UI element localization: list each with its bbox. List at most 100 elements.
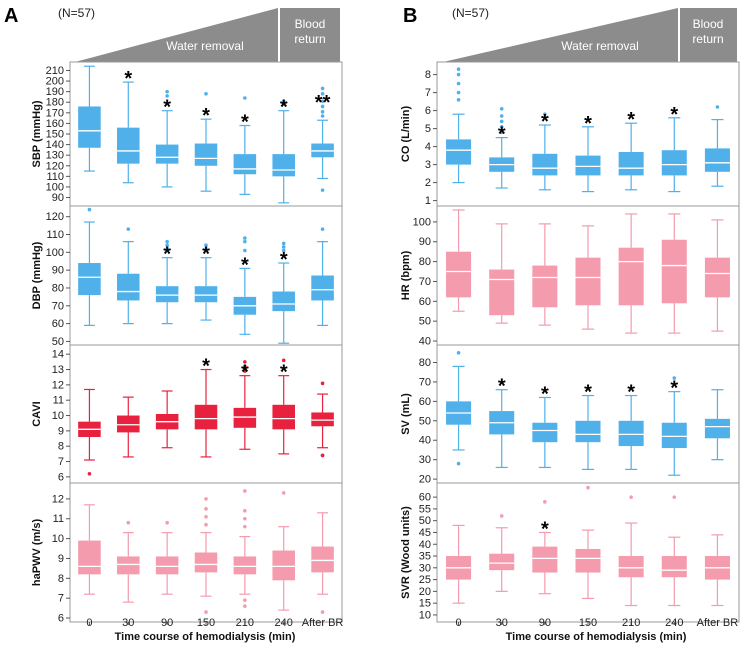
xtick-label: 0 [86, 617, 92, 629]
outlier-point [204, 507, 208, 511]
hr-ytick-label: 80 [419, 256, 431, 268]
significance-asterisk: * [163, 97, 171, 119]
iqr-box [155, 556, 179, 575]
sv-y-axis-title: SV (mL) [400, 393, 412, 435]
xtick-label: 240 [275, 617, 293, 629]
svr-ytick-label: 40 [419, 539, 431, 551]
outlier-point [586, 485, 590, 490]
hapwv-ytick-label: 10 [52, 533, 64, 545]
hapwv-box-after-br [311, 512, 334, 614]
cavi-ytick-label: 11 [53, 395, 64, 407]
outlier-point [456, 461, 461, 466]
outlier-point [499, 114, 504, 118]
xtick-label: 210 [622, 617, 640, 629]
cavi-ytick-label: 14 [52, 349, 64, 361]
svr-ytick-label: 25 [419, 574, 431, 586]
svr-box-150 [575, 485, 601, 600]
panel-a-x-axis-title: Time course of hemodialysis (min) [115, 631, 296, 643]
dbp-box-30 [117, 227, 140, 325]
outlier-point [243, 604, 247, 608]
iqr-box [311, 275, 334, 301]
svr-box-210 [618, 495, 644, 607]
significance-asterisk: * [670, 104, 678, 126]
panel-b-header: B (N=57) Water removal Blood return [403, 5, 737, 62]
iqr-box [446, 139, 472, 165]
svr-ytick-label: 60 [419, 492, 431, 504]
iqr-box [661, 422, 687, 449]
sbp-box-after-br: ** [311, 86, 334, 192]
iqr-box [532, 265, 558, 308]
outlier-point [499, 107, 504, 111]
sv-ytick-label: 20 [419, 474, 431, 486]
significance-asterisk: * [124, 68, 132, 90]
dbp-box-90: * [155, 239, 179, 325]
co-ytick-label: 8 [425, 69, 431, 81]
co-ytick-label: 6 [425, 105, 431, 117]
significance-asterisk: * [584, 113, 592, 135]
outlier-point [87, 472, 92, 476]
outlier-point [204, 243, 208, 248]
outlier-point [499, 130, 504, 134]
outlier-point [281, 245, 286, 249]
co-box-150: * [575, 113, 601, 193]
iqr-box [618, 420, 644, 447]
outlier-point [165, 246, 169, 251]
outlier-point [456, 67, 461, 71]
hr-box-90 [532, 223, 558, 326]
hr-box-after-br [704, 219, 730, 332]
dbp-box-after-br [311, 227, 334, 326]
sbp-ytick-label: 170 [46, 107, 64, 119]
significance-asterisk: * [541, 111, 549, 133]
co-chart: 1 2 3 4 5 6 7 8 CO (L/min) * * * * * [400, 61, 740, 207]
panel-b-label: B [403, 5, 417, 27]
outlier-point [320, 610, 325, 614]
sbp-ytick-label: 90 [52, 192, 64, 204]
outlier-point [543, 112, 547, 116]
outlier-point [243, 236, 247, 240]
sbp-box-150: * [194, 91, 218, 192]
iqr-box [489, 553, 515, 571]
hapwv-ytick-label: 11 [53, 513, 64, 525]
sbp-ytick-label: 100 [46, 181, 64, 193]
sbp-ytick-label: 140 [46, 139, 64, 151]
sv-ytick-label: 70 [419, 376, 431, 388]
hr-ytick-label: 70 [419, 276, 431, 288]
outlier-point [243, 489, 247, 493]
outlier-point [320, 114, 325, 118]
co-box-0 [446, 67, 472, 184]
dbp-ytick-label: 100 [46, 247, 64, 259]
xtick-label: After BR [697, 617, 739, 629]
significance-asterisk: * [541, 518, 549, 540]
hapwv-box-210 [233, 489, 257, 608]
xtick-label: 90 [161, 617, 173, 629]
iqr-box [233, 556, 257, 575]
outlier-point [126, 227, 131, 231]
sbp-box-0 [78, 65, 101, 172]
iqr-box [272, 154, 295, 177]
sbp-box-210: * [233, 96, 257, 195]
sbp-box-240: * [272, 97, 295, 204]
panel-a-header: A (N=57) Water removal Blood return [4, 5, 340, 62]
panel-a-n-label: (N=57) [58, 6, 95, 20]
outlier-point [204, 610, 208, 614]
hr-chart: 40 50 60 70 80 90 100 HR (bpm) [400, 205, 740, 348]
outlier-point [320, 453, 325, 458]
outlier-point [243, 360, 247, 364]
sv-box-30: * [489, 376, 515, 469]
outlier-point [204, 246, 208, 251]
dbp-ytick-label: 120 [46, 211, 64, 223]
iqr-box [575, 155, 601, 176]
co-box-210: * [618, 109, 644, 191]
significance-asterisk: * [280, 249, 288, 271]
xtick-label: 150 [197, 617, 215, 629]
hr-box-30 [489, 223, 515, 324]
svr-ytick-label: 45 [419, 527, 431, 539]
hr-box-240 [661, 213, 687, 334]
hr-ytick-label: 60 [419, 296, 431, 308]
hr-ytick-label: 100 [413, 216, 431, 228]
sv-ytick-label: 80 [419, 357, 431, 369]
iqr-box [233, 154, 257, 175]
iqr-box [117, 127, 140, 164]
